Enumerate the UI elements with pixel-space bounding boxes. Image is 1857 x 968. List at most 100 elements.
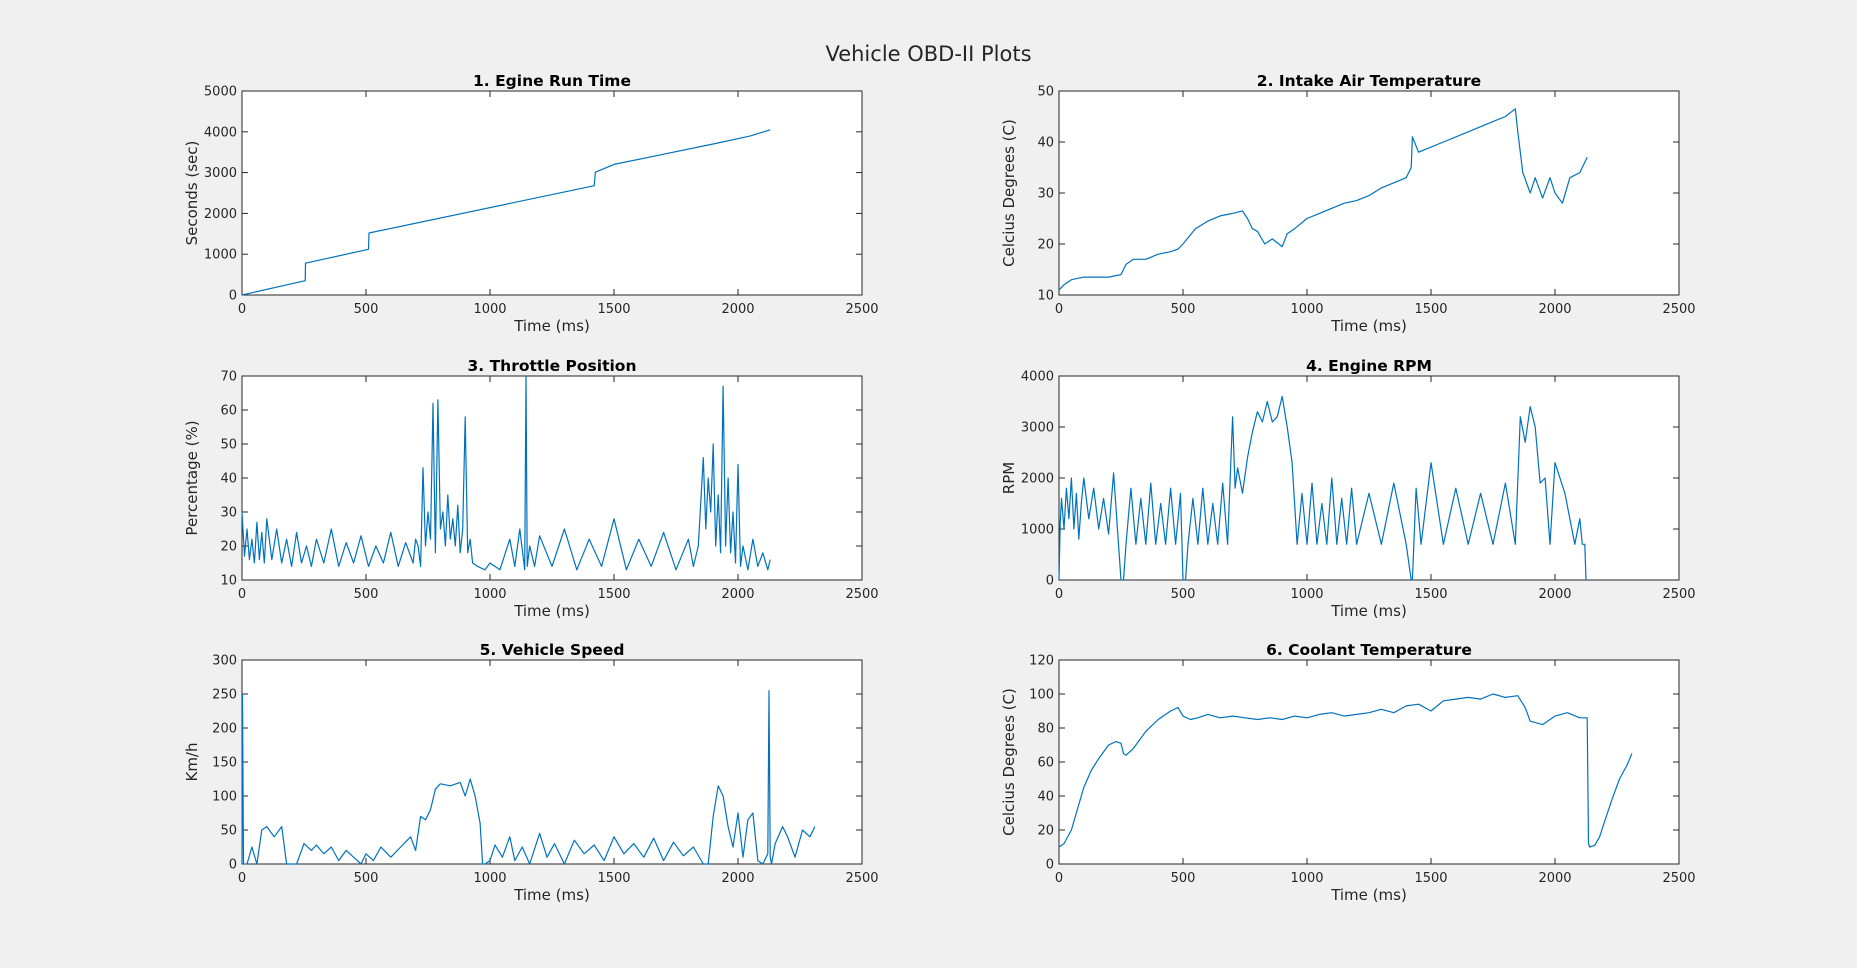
x-axis-label: Time (ms) [513, 602, 590, 620]
x-tick-label: 0 [1055, 302, 1063, 317]
subplot-1: 0 500 1000 1500 2000 2500 0 1000 2000 3000 4000 500… [183, 72, 879, 335]
subplot-3: 0 500 1000 1500 2000 2500 10 20 30 40 50 60 70 3. Thr… [183, 357, 879, 620]
x-axis-label: Time (ms) [1330, 886, 1407, 904]
x-tick-label: 1000 [1290, 302, 1323, 317]
y-tick-label: 3000 [204, 166, 237, 181]
x-tick-label: 0 [1055, 587, 1063, 602]
y-tick-label: 50 [1037, 85, 1054, 100]
subplot-6: 0 500 1000 1500 2000 2500 0 20 40 60 80 100 120 6. Co… [1000, 641, 1696, 904]
x-axis-label: Time (ms) [513, 317, 590, 335]
series-line-1 [241, 375, 771, 571]
y-tick-label: 200 [212, 722, 237, 737]
y-tick-label: 1000 [1021, 523, 1054, 538]
y-tick-label: 0 [1046, 858, 1054, 873]
y-tick-label: 1000 [204, 248, 237, 263]
x-tick-label: 1500 [597, 302, 630, 317]
figure-title: Vehicle OBD-II Plots [825, 42, 1031, 66]
y-axis-label: Celcius Degrees (C) [1000, 119, 1018, 267]
y-tick-label: 50 [220, 824, 237, 839]
x-tick-label: 1500 [597, 871, 630, 886]
x-tick-label: 2500 [1662, 587, 1695, 602]
series-line-1 [241, 129, 771, 296]
x-tick-label: 500 [354, 871, 379, 886]
y-tick-label: 20 [220, 540, 237, 555]
x-tick-label: 1000 [473, 302, 506, 317]
y-tick-label: 60 [220, 404, 237, 419]
x-tick-label: 500 [1171, 587, 1196, 602]
plot-area [241, 90, 863, 296]
x-tick-label: 1500 [597, 587, 630, 602]
x-tick-label: 0 [238, 302, 246, 317]
y-tick-label: 2000 [1021, 472, 1054, 487]
subplot-title: 3. Throttle Position [468, 357, 637, 375]
subplot-title: 4. Engine RPM [1306, 357, 1432, 375]
x-tick-label: 2000 [1538, 871, 1571, 886]
y-tick-label: 40 [220, 472, 237, 487]
y-tick-label: 50 [220, 438, 237, 453]
plot-area [241, 659, 863, 865]
plot-area [1058, 90, 1680, 296]
y-tick-label: 300 [212, 654, 237, 669]
x-tick-label: 0 [238, 587, 246, 602]
y-tick-label: 2000 [204, 207, 237, 222]
x-axis-label: Time (ms) [513, 886, 590, 904]
y-tick-label: 40 [1037, 136, 1054, 151]
y-axis-label: Km/h [183, 742, 201, 781]
y-tick-label: 150 [212, 756, 237, 771]
y-axis-label: RPM [1000, 462, 1018, 494]
y-tick-label: 30 [220, 506, 237, 521]
plot-area [1058, 375, 1680, 581]
y-tick-label: 3000 [1021, 421, 1054, 436]
y-tick-label: 120 [1029, 654, 1054, 669]
subplot-title: 2. Intake Air Temperature [1257, 72, 1481, 90]
y-tick-label: 10 [1037, 289, 1054, 304]
y-tick-label: 0 [229, 858, 237, 873]
y-tick-label: 100 [212, 790, 237, 805]
subplot-4: 0 500 1000 1500 2000 2500 0 1000 2000 3000 4000 4. … [1000, 357, 1696, 620]
series-line-1 [241, 689, 816, 865]
x-tick-label: 2500 [1662, 302, 1695, 317]
y-axis-label: Percentage (%) [183, 420, 201, 535]
x-tick-label: 2000 [721, 587, 754, 602]
x-tick-label: 0 [238, 871, 246, 886]
x-tick-label: 1000 [1290, 871, 1323, 886]
y-tick-label: 4000 [204, 125, 237, 140]
y-axis-label: Seconds (sec) [183, 141, 201, 246]
y-tick-label: 30 [1037, 187, 1054, 202]
x-tick-label: 1500 [1414, 587, 1447, 602]
x-tick-label: 1000 [1290, 587, 1323, 602]
series-line-1 [1058, 108, 1588, 291]
y-tick-label: 100 [1029, 688, 1054, 703]
x-tick-label: 2500 [1662, 871, 1695, 886]
x-tick-label: 1000 [473, 871, 506, 886]
subplot-2: 0 500 1000 1500 2000 2500 10 20 30 40 50 2. Intake … [1000, 72, 1696, 335]
x-tick-label: 500 [1171, 302, 1196, 317]
x-tick-label: 2000 [1538, 302, 1571, 317]
series-line-1 [1058, 693, 1633, 848]
y-axis-label: Celcius Degrees (C) [1000, 688, 1018, 836]
y-tick-label: 10 [220, 574, 237, 589]
y-tick-label: 0 [229, 289, 237, 304]
x-tick-label: 500 [1171, 871, 1196, 886]
series-line-1 [1058, 395, 1587, 581]
y-tick-label: 20 [1037, 238, 1054, 253]
x-tick-label: 2000 [721, 871, 754, 886]
axes-layer: 0 500 1000 1500 2000 250001000200030004000500… [183, 72, 1696, 904]
x-tick-label: 2500 [845, 302, 878, 317]
x-tick-label: 1500 [1414, 302, 1447, 317]
x-tick-label: 2500 [845, 871, 878, 886]
x-tick-label: 2000 [1538, 587, 1571, 602]
y-tick-label: 20 [1037, 824, 1054, 839]
y-tick-label: 60 [1037, 756, 1054, 771]
y-tick-label: 250 [212, 688, 237, 703]
plot-area [1058, 659, 1680, 865]
x-tick-label: 0 [1055, 871, 1063, 886]
x-tick-label: 2500 [845, 587, 878, 602]
y-tick-label: 40 [1037, 790, 1054, 805]
x-tick-label: 1500 [1414, 871, 1447, 886]
y-tick-label: 5000 [204, 85, 237, 100]
subplot-title: 5. Vehicle Speed [480, 641, 625, 659]
y-tick-label: 80 [1037, 722, 1054, 737]
x-tick-label: 1000 [473, 587, 506, 602]
